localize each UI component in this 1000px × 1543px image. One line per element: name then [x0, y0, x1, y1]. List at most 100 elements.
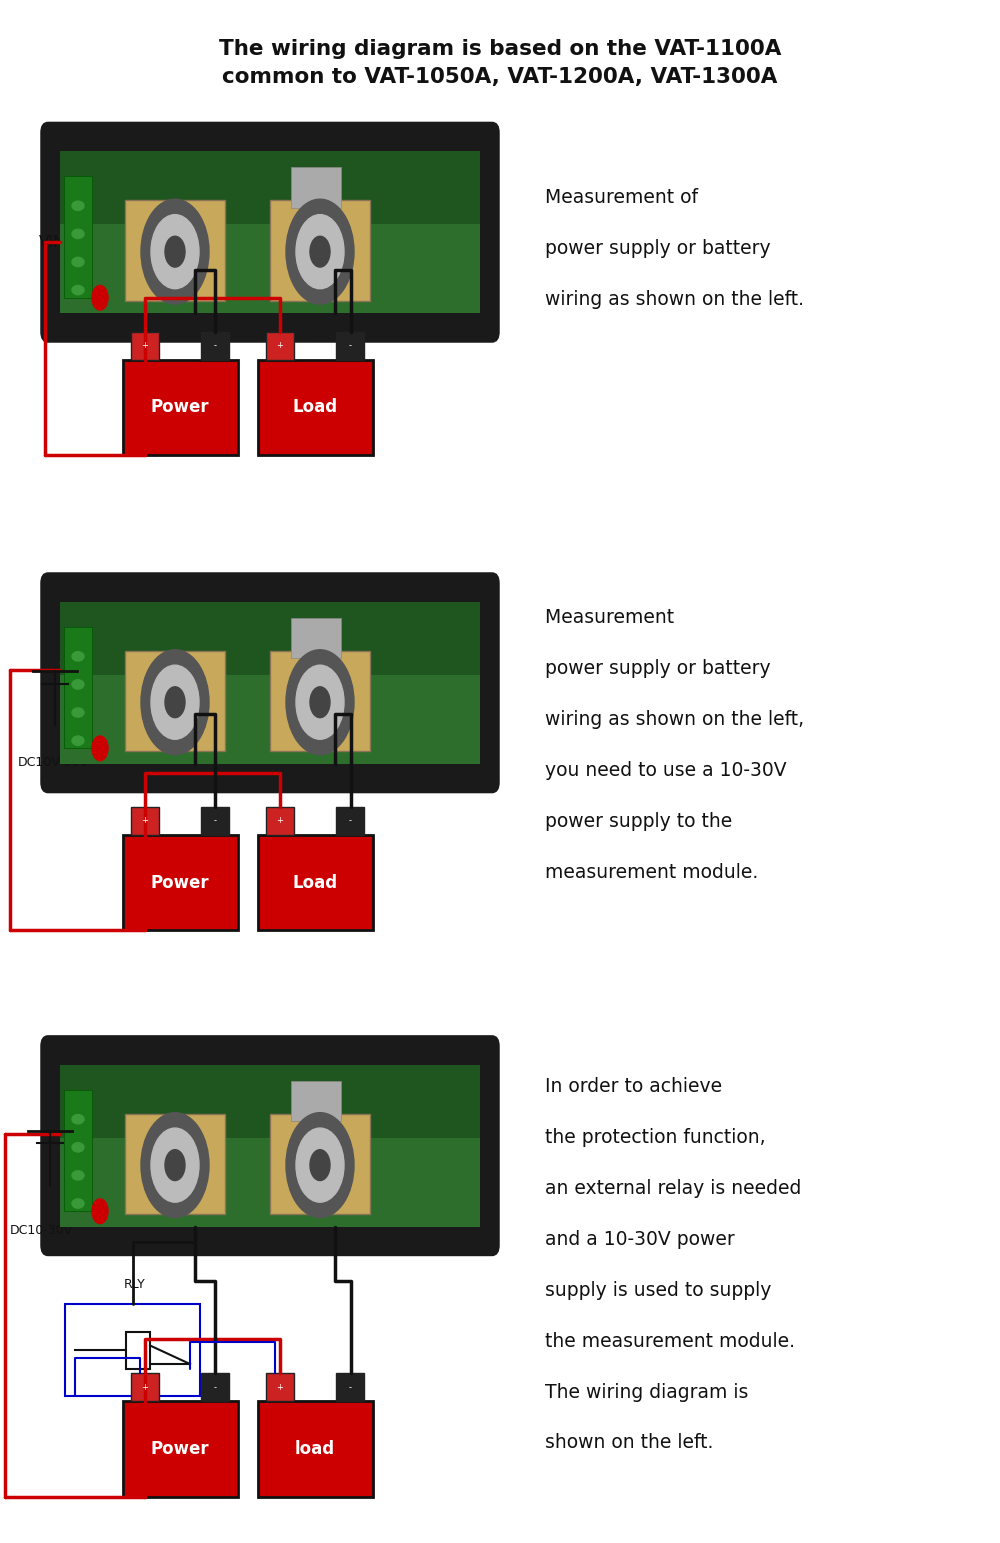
Text: VIN: VIN — [39, 235, 65, 250]
Text: supply is used to supply: supply is used to supply — [545, 1281, 771, 1299]
Bar — [65, 1304, 200, 1396]
Circle shape — [92, 285, 108, 310]
Text: power supply or battery: power supply or battery — [545, 239, 771, 258]
Text: an external relay is needed: an external relay is needed — [545, 1179, 801, 1197]
Bar — [258, 1401, 372, 1497]
Bar — [60, 151, 480, 224]
Circle shape — [286, 650, 354, 755]
Circle shape — [151, 214, 199, 289]
Ellipse shape — [72, 1199, 84, 1208]
Text: DC10-30V: DC10-30V — [10, 1224, 73, 1236]
FancyBboxPatch shape — [42, 123, 498, 341]
Bar — [60, 1065, 480, 1227]
Bar — [60, 151, 480, 313]
Text: you need to use a 10-30V: you need to use a 10-30V — [545, 761, 787, 779]
Bar — [201, 807, 229, 835]
Ellipse shape — [72, 708, 84, 717]
Bar — [266, 332, 294, 360]
Text: -: - — [214, 816, 217, 826]
Text: power supply to the: power supply to the — [545, 812, 732, 830]
Bar — [64, 176, 92, 298]
Text: -: - — [349, 1383, 352, 1392]
Text: -: - — [349, 341, 352, 350]
Bar — [64, 626, 92, 748]
Circle shape — [310, 687, 330, 717]
Text: wiring as shown on the left,: wiring as shown on the left, — [545, 710, 804, 728]
Bar — [201, 1373, 229, 1401]
Circle shape — [141, 199, 209, 304]
Ellipse shape — [72, 651, 84, 660]
Circle shape — [151, 1128, 199, 1202]
Bar — [64, 1089, 92, 1211]
Bar — [266, 807, 294, 835]
Circle shape — [286, 1113, 354, 1217]
Text: shown on the left.: shown on the left. — [545, 1433, 713, 1452]
Text: DC10V-30V: DC10V-30V — [18, 756, 89, 768]
Ellipse shape — [72, 1171, 84, 1180]
Bar — [130, 1373, 158, 1401]
Text: Power: Power — [151, 873, 209, 892]
Text: 3W: 3W — [201, 580, 229, 599]
Bar — [266, 1373, 294, 1401]
Bar — [130, 807, 158, 835]
Ellipse shape — [72, 736, 84, 745]
Bar — [125, 651, 225, 751]
Circle shape — [296, 214, 344, 289]
Bar — [258, 360, 372, 455]
Text: +: + — [276, 816, 283, 826]
Ellipse shape — [72, 1114, 84, 1123]
Text: +: + — [276, 341, 283, 350]
Text: Measurement of: Measurement of — [545, 188, 704, 207]
Text: +: + — [141, 816, 148, 826]
FancyBboxPatch shape — [42, 574, 498, 792]
Text: power supply or battery: power supply or battery — [545, 659, 771, 677]
Circle shape — [296, 665, 344, 739]
Circle shape — [310, 236, 330, 267]
Bar — [270, 201, 370, 301]
FancyBboxPatch shape — [42, 1037, 498, 1254]
Text: -: - — [214, 1383, 217, 1392]
Text: load: load — [295, 1440, 335, 1458]
Bar — [270, 651, 370, 751]
Bar — [291, 167, 341, 208]
Circle shape — [92, 736, 108, 761]
Bar — [258, 835, 372, 930]
Text: VIN: VIN — [66, 1126, 92, 1142]
Bar — [60, 602, 480, 764]
Ellipse shape — [72, 1143, 84, 1153]
Circle shape — [165, 1150, 185, 1180]
Circle shape — [92, 1199, 108, 1224]
Circle shape — [141, 1113, 209, 1217]
Text: Load: Load — [292, 398, 338, 417]
Text: -: - — [214, 341, 217, 350]
Bar — [130, 332, 158, 360]
Bar — [336, 1373, 364, 1401]
Circle shape — [310, 1150, 330, 1180]
Text: and a 10-30V power: and a 10-30V power — [545, 1230, 735, 1248]
Text: common to VAT-1050A, VAT-1200A, VAT-1300A: common to VAT-1050A, VAT-1200A, VAT-1300… — [222, 68, 778, 86]
Bar — [125, 201, 225, 301]
Bar — [201, 332, 229, 360]
Text: measurement module.: measurement module. — [545, 863, 758, 881]
Text: the protection function,: the protection function, — [545, 1128, 766, 1146]
Bar — [336, 807, 364, 835]
Circle shape — [151, 665, 199, 739]
Text: wiring as shown on the left.: wiring as shown on the left. — [545, 290, 804, 309]
Text: +: + — [141, 341, 148, 350]
Circle shape — [165, 236, 185, 267]
Text: The wiring diagram is: The wiring diagram is — [545, 1383, 748, 1401]
Text: the measurement module.: the measurement module. — [545, 1332, 795, 1350]
Text: Load: Load — [292, 873, 338, 892]
Text: RLY: RLY — [124, 1279, 146, 1291]
Ellipse shape — [72, 680, 84, 690]
Bar — [60, 602, 480, 674]
Bar — [126, 1332, 150, 1369]
Bar — [122, 835, 238, 930]
Text: +: + — [276, 1383, 283, 1392]
Circle shape — [141, 650, 209, 755]
Text: Power: Power — [151, 398, 209, 417]
Bar — [291, 617, 341, 659]
Bar — [122, 1401, 238, 1497]
Ellipse shape — [72, 285, 84, 295]
Bar — [60, 1065, 480, 1137]
